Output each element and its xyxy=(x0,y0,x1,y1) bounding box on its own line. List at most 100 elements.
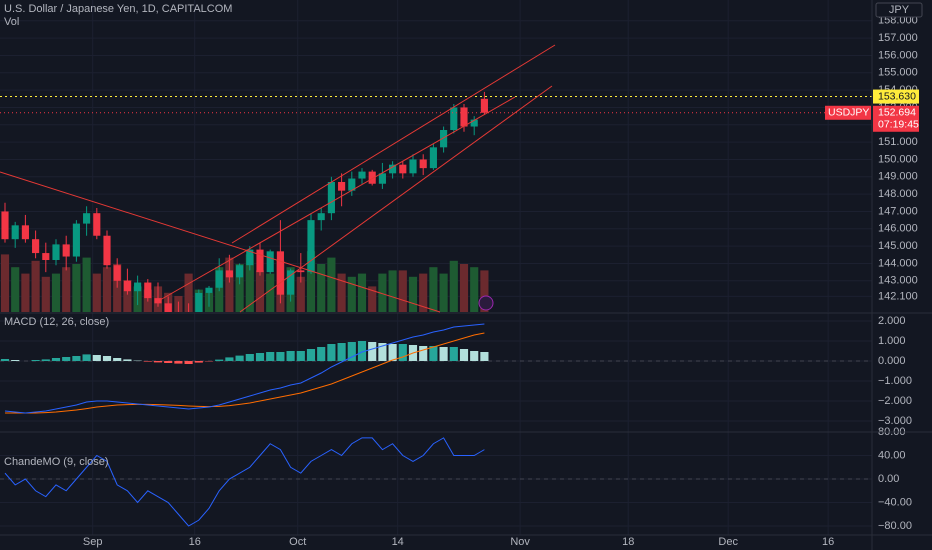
histogram-bar xyxy=(194,361,203,363)
volume-bar xyxy=(184,273,193,312)
volume-bar xyxy=(459,264,469,312)
histogram-bar xyxy=(92,355,101,361)
volume-bar xyxy=(357,273,367,312)
x-tick-label: 16 xyxy=(189,536,201,548)
histogram-bar xyxy=(347,342,356,361)
volume-bar xyxy=(368,286,377,312)
volume-bar xyxy=(449,260,458,312)
volume-bar xyxy=(419,273,428,312)
candle-body xyxy=(123,280,131,292)
volume-bar xyxy=(398,270,407,312)
histogram-bar xyxy=(11,360,20,361)
histogram-bar xyxy=(123,359,132,361)
pane xyxy=(0,432,872,535)
currency-button[interactable] xyxy=(875,2,923,18)
histogram-bar xyxy=(378,343,387,361)
histogram-bar xyxy=(225,357,234,361)
candle-body xyxy=(419,159,427,169)
chande-title: ChandeMO (9, close) xyxy=(4,456,109,468)
candle-body xyxy=(276,251,284,295)
histogram-bar xyxy=(449,347,458,361)
candle-body xyxy=(225,270,233,278)
volume-bar xyxy=(439,273,448,312)
histogram-bar xyxy=(429,346,438,361)
macd-title: MACD (12, 26, close) xyxy=(4,316,109,328)
x-tick-label: 16 xyxy=(822,536,834,548)
candle-body xyxy=(236,265,244,278)
y-tick-label: 149.000 xyxy=(878,171,918,183)
histogram-bar xyxy=(317,347,326,361)
indicator-line xyxy=(4,437,485,527)
y-tick-label: 40.00 xyxy=(878,449,906,461)
candle-body xyxy=(389,164,397,174)
candle-body xyxy=(113,265,121,281)
histogram-bar xyxy=(143,361,152,362)
volume-bar xyxy=(0,254,10,312)
y-tick-label: 142.100 xyxy=(878,290,918,302)
candle-body xyxy=(409,159,417,174)
candle-body xyxy=(42,253,50,260)
candle-body xyxy=(134,282,142,292)
candle-body xyxy=(307,220,315,273)
volume-bar xyxy=(388,270,397,312)
histogram-bar xyxy=(368,342,377,361)
candle-body xyxy=(399,164,407,174)
candle-body xyxy=(144,282,152,299)
price-tag-label: 153.630 xyxy=(878,90,916,102)
candle-body xyxy=(256,249,264,273)
candle-body xyxy=(72,223,80,257)
y-tick-label: 151.000 xyxy=(878,136,918,148)
histogram-bar xyxy=(255,353,265,361)
trend-line xyxy=(231,44,556,244)
histogram-bar xyxy=(337,343,346,361)
y-tick-label: 145.000 xyxy=(878,240,918,252)
signal-line xyxy=(5,332,485,414)
histogram-bar xyxy=(439,347,448,361)
trend-line xyxy=(0,171,441,313)
x-tick-label: Sep xyxy=(83,536,103,548)
countdown-label: 07:19:45 xyxy=(878,119,919,131)
histogram-bar xyxy=(266,352,275,361)
candle-body xyxy=(327,182,335,214)
histogram-bar xyxy=(245,354,254,361)
candle-body xyxy=(429,147,437,169)
y-tick-label: 148.000 xyxy=(878,188,918,200)
histogram-bar xyxy=(296,351,305,361)
histogram-bar xyxy=(276,352,285,361)
y-tick-label: −80.00 xyxy=(878,520,912,532)
histogram-bar xyxy=(153,361,163,363)
volume-bar xyxy=(31,260,40,312)
volume-bar xyxy=(255,270,265,312)
candle-body xyxy=(215,270,223,288)
candle-body xyxy=(32,239,40,254)
y-tick-label: 2.000 xyxy=(878,315,906,327)
histogram-bar xyxy=(388,344,397,361)
histogram-bar xyxy=(286,351,295,361)
volume-bar xyxy=(21,273,30,312)
candle-body xyxy=(83,213,91,224)
volume-bar xyxy=(225,257,234,312)
volume-bar xyxy=(296,276,305,312)
volume-bar xyxy=(480,270,489,312)
histogram-bar xyxy=(102,356,112,361)
pane xyxy=(0,313,872,432)
candle-body xyxy=(195,292,203,312)
histogram-bar xyxy=(184,361,193,364)
last-price-tag xyxy=(873,105,919,132)
y-tick-label: 158.000 xyxy=(878,15,918,27)
histogram-bar xyxy=(31,360,40,361)
histogram-bar xyxy=(327,344,336,361)
histogram-bar xyxy=(215,359,224,361)
candle-body xyxy=(368,171,376,184)
candle-body xyxy=(358,171,366,179)
histogram-bar xyxy=(419,346,428,361)
volume-bar xyxy=(62,267,71,312)
histogram-bar xyxy=(470,351,479,361)
event-icon[interactable] xyxy=(478,295,494,311)
histogram-bar xyxy=(72,356,81,361)
volume-bar xyxy=(51,273,61,312)
candle-body xyxy=(378,173,386,184)
